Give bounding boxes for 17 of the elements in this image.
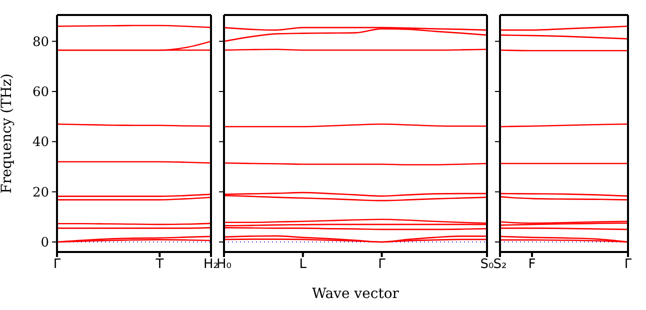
x-tick-label: Γ <box>624 257 632 272</box>
y-tick-label: 20 <box>32 185 49 200</box>
x-tick-label: Γ <box>53 257 62 272</box>
x-tick-label: S₂ <box>493 257 507 272</box>
y-tick-label: 40 <box>32 135 49 150</box>
y-axis-title: Frequency (THz) <box>0 73 15 194</box>
x-tick-label: F <box>528 257 536 272</box>
y-tick-label: 0 <box>40 235 49 250</box>
x-tick-label: S₀ <box>480 257 494 272</box>
y-tick-label: 60 <box>32 84 49 100</box>
x-tick-label: L <box>299 257 308 272</box>
x-axis-title: Wave vector <box>312 286 400 302</box>
x-tick-label: T <box>154 257 164 272</box>
x-tick-label: Γ <box>378 257 386 272</box>
y-tick-label: 80 <box>32 34 49 50</box>
x-tick-label: H₀ <box>216 257 232 272</box>
x-tick-label: H₂ <box>204 257 218 272</box>
